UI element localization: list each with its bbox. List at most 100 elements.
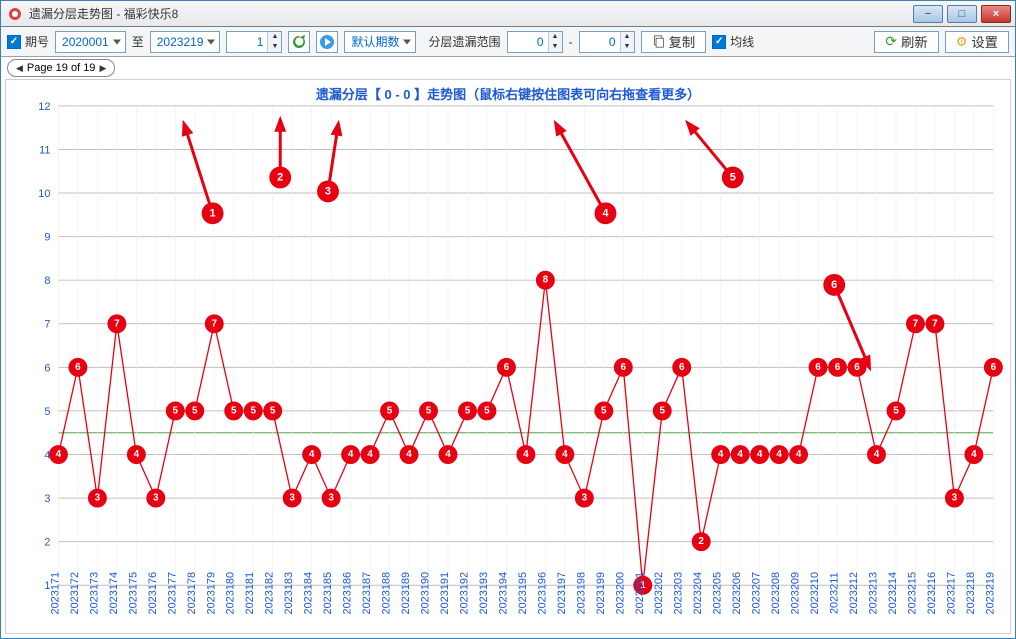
svg-text:2023209: 2023209 [790,572,802,615]
svg-text:6: 6 [815,362,821,373]
svg-text:4: 4 [562,449,568,460]
window-title: 遗漏分层走势图 - 福彩快乐8 [29,5,178,22]
svg-text:4: 4 [348,449,354,460]
svg-text:5: 5 [730,171,736,183]
svg-text:2023211: 2023211 [829,572,841,614]
copy-button[interactable]: 复制 [641,31,707,53]
svg-text:2: 2 [277,171,283,183]
svg-text:2023180: 2023180 [225,572,237,615]
svg-text:4: 4 [406,449,412,460]
gear-icon: ⚙ [956,34,968,50]
svg-text:2023215: 2023215 [906,572,918,615]
svg-text:2023201: 2023201 [634,572,646,615]
spin-down[interactable]: ▼ [267,42,281,52]
svg-text:2023192: 2023192 [458,572,470,615]
spin-up[interactable]: ▲ [267,32,281,42]
svg-text:4: 4 [776,449,782,460]
svg-text:2023208: 2023208 [770,572,782,615]
svg-text:2023197: 2023197 [556,572,568,615]
count-spinner[interactable]: ▲▼ [226,31,282,53]
refresh-cycle-button[interactable] [288,31,310,53]
svg-text:7: 7 [114,318,120,329]
svg-text:6: 6 [679,362,685,373]
svg-text:2023173: 2023173 [88,572,100,615]
svg-text:2: 2 [44,537,50,549]
svg-text:6: 6 [991,362,997,373]
svg-text:4: 4 [445,449,451,460]
svg-text:4: 4 [796,449,802,460]
refresh-button[interactable]: ⟳ 刷新 [874,31,938,53]
period-label: 期号 [25,33,49,50]
svg-text:2023174: 2023174 [108,572,120,615]
svg-text:2023188: 2023188 [381,572,393,615]
svg-text:8: 8 [44,275,50,287]
pager-row: ◀ Page 19 of 19 ▶ [1,57,1015,79]
svg-text:2023199: 2023199 [595,572,607,615]
svg-text:2023175: 2023175 [127,572,139,615]
close-button[interactable]: × [981,5,1011,23]
svg-text:3: 3 [44,493,50,505]
svg-text:2023204: 2023204 [692,572,704,615]
svg-text:3: 3 [582,493,588,504]
svg-text:4: 4 [874,449,880,460]
svg-text:2: 2 [698,536,704,547]
avg-checkbox[interactable]: ✓ 均线 [712,33,754,50]
next-page-icon[interactable]: ▶ [99,63,106,74]
range-label: 分层遗漏范围 [428,33,500,50]
svg-text:7: 7 [913,318,919,329]
svg-text:2023172: 2023172 [69,572,81,615]
range-hi-spin[interactable]: ▲▼ [579,31,635,53]
copy-icon [652,35,665,48]
svg-text:4: 4 [523,449,529,460]
period-from-combo[interactable]: 2020001 [55,31,126,53]
to-label: 至 [132,33,144,50]
settings-button[interactable]: ⚙ 设置 [945,31,1009,53]
svg-text:4: 4 [56,449,62,460]
prev-page-icon[interactable]: ◀ [16,63,23,74]
svg-text:5: 5 [387,405,393,416]
minimize-button[interactable]: − [913,5,943,23]
svg-text:2023189: 2023189 [400,572,412,615]
svg-text:2023196: 2023196 [536,572,548,615]
svg-text:9: 9 [44,232,50,244]
svg-text:11: 11 [39,144,50,156]
svg-text:5: 5 [44,406,50,418]
svg-text:3: 3 [952,493,958,504]
app-window: 遗漏分层走势图 - 福彩快乐8 − □ × ✓ 期号 2020001 至 202… [0,0,1016,639]
svg-text:2023183: 2023183 [283,572,295,615]
svg-text:7: 7 [932,318,938,329]
svg-text:5: 5 [601,405,607,416]
range-lo-input[interactable] [508,32,548,52]
range-lo-spin[interactable]: ▲▼ [507,31,563,53]
svg-text:3: 3 [325,185,331,197]
svg-text:5: 5 [192,405,198,416]
svg-text:6: 6 [504,362,510,373]
range-hi-input[interactable] [580,32,620,52]
svg-text:6: 6 [854,362,860,373]
svg-text:3: 3 [153,493,159,504]
svg-text:2023182: 2023182 [264,572,276,615]
svg-text:4: 4 [134,449,140,460]
svg-text:2023202: 2023202 [653,572,665,615]
chart-area[interactable]: 遗漏分层【 0 - 0 】走势图（鼠标右键按住图表可向右拖查看更多） 12345… [5,79,1011,634]
play-icon [319,34,335,50]
svg-text:6: 6 [835,362,841,373]
period-checkbox[interactable]: ✓ 期号 [7,33,49,50]
refresh-label: 刷新 [901,32,928,51]
maximize-button[interactable]: □ [947,5,977,23]
count-input[interactable] [227,32,267,52]
chart-title: 遗漏分层【 0 - 0 】走势图（鼠标右键按住图表可向右拖查看更多） [6,84,1010,103]
pager-badge[interactable]: ◀ Page 19 of 19 ▶ [7,59,115,77]
svg-text:4: 4 [367,449,373,460]
svg-text:2023212: 2023212 [848,572,860,615]
svg-text:2023218: 2023218 [965,572,977,615]
svg-text:5: 5 [231,405,237,416]
svg-text:10: 10 [38,188,50,200]
go-button[interactable] [316,31,338,53]
svg-text:2023195: 2023195 [517,572,529,615]
refresh-icon: ⟳ [885,33,897,50]
svg-text:2023176: 2023176 [147,572,159,615]
default-periods-combo[interactable]: 默认期数 [344,31,416,53]
svg-text:7: 7 [211,318,217,329]
period-to-combo[interactable]: 2023219 [150,31,221,53]
